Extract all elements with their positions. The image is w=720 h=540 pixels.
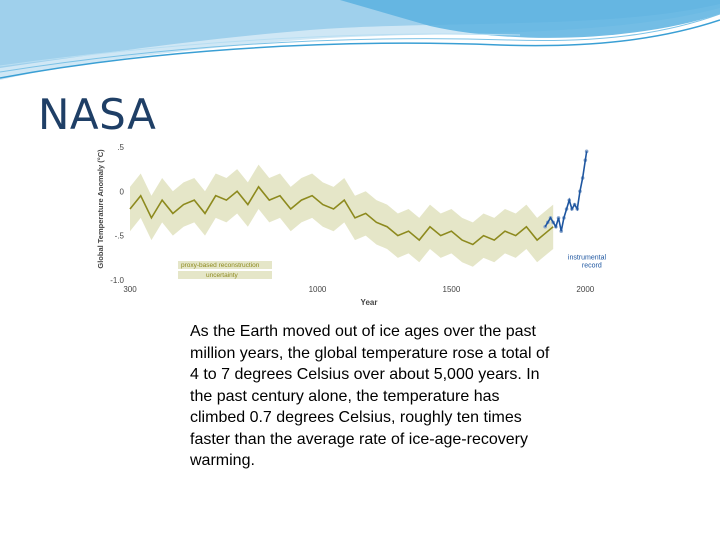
proxy-reconstruction-line — [129, 185, 554, 246]
uncertainty-band — [130, 164, 554, 267]
y-axis-label: Global Temperature Anomaly (°C) — [96, 149, 105, 269]
x-tick-label: 300 — [123, 285, 137, 294]
temperature-chart: .5 0 -.5 -1.0 300 1000 1500 2000 Year Global Temp… — [90, 130, 628, 308]
y-tick-label: -1.0 — [110, 276, 124, 285]
legend-proxy-label: proxy-based reconstruction — [181, 262, 260, 269]
y-tick-label: -.5 — [115, 232, 125, 241]
slide-body-text: As the Earth moved out of ice ages over … — [190, 323, 550, 469]
instrumental-annotation: instrumental — [568, 255, 607, 262]
header-wave-decoration — [0, 0, 720, 80]
x-tick-label: 1000 — [309, 285, 327, 294]
legend-uncertainty-label: uncertainty — [206, 272, 239, 279]
legend-uncertainty-swatch — [178, 271, 272, 279]
x-tick-label: 2000 — [576, 285, 594, 294]
y-tick-label: 0 — [120, 187, 125, 196]
legend-uncertainty-swatch — [178, 261, 272, 269]
instrumental-record-line — [544, 151, 588, 232]
instrumental-annotation: record — [582, 263, 602, 270]
x-axis-label: Year — [361, 298, 378, 307]
y-tick-label: .5 — [117, 143, 124, 152]
x-tick-label: 1500 — [443, 285, 461, 294]
